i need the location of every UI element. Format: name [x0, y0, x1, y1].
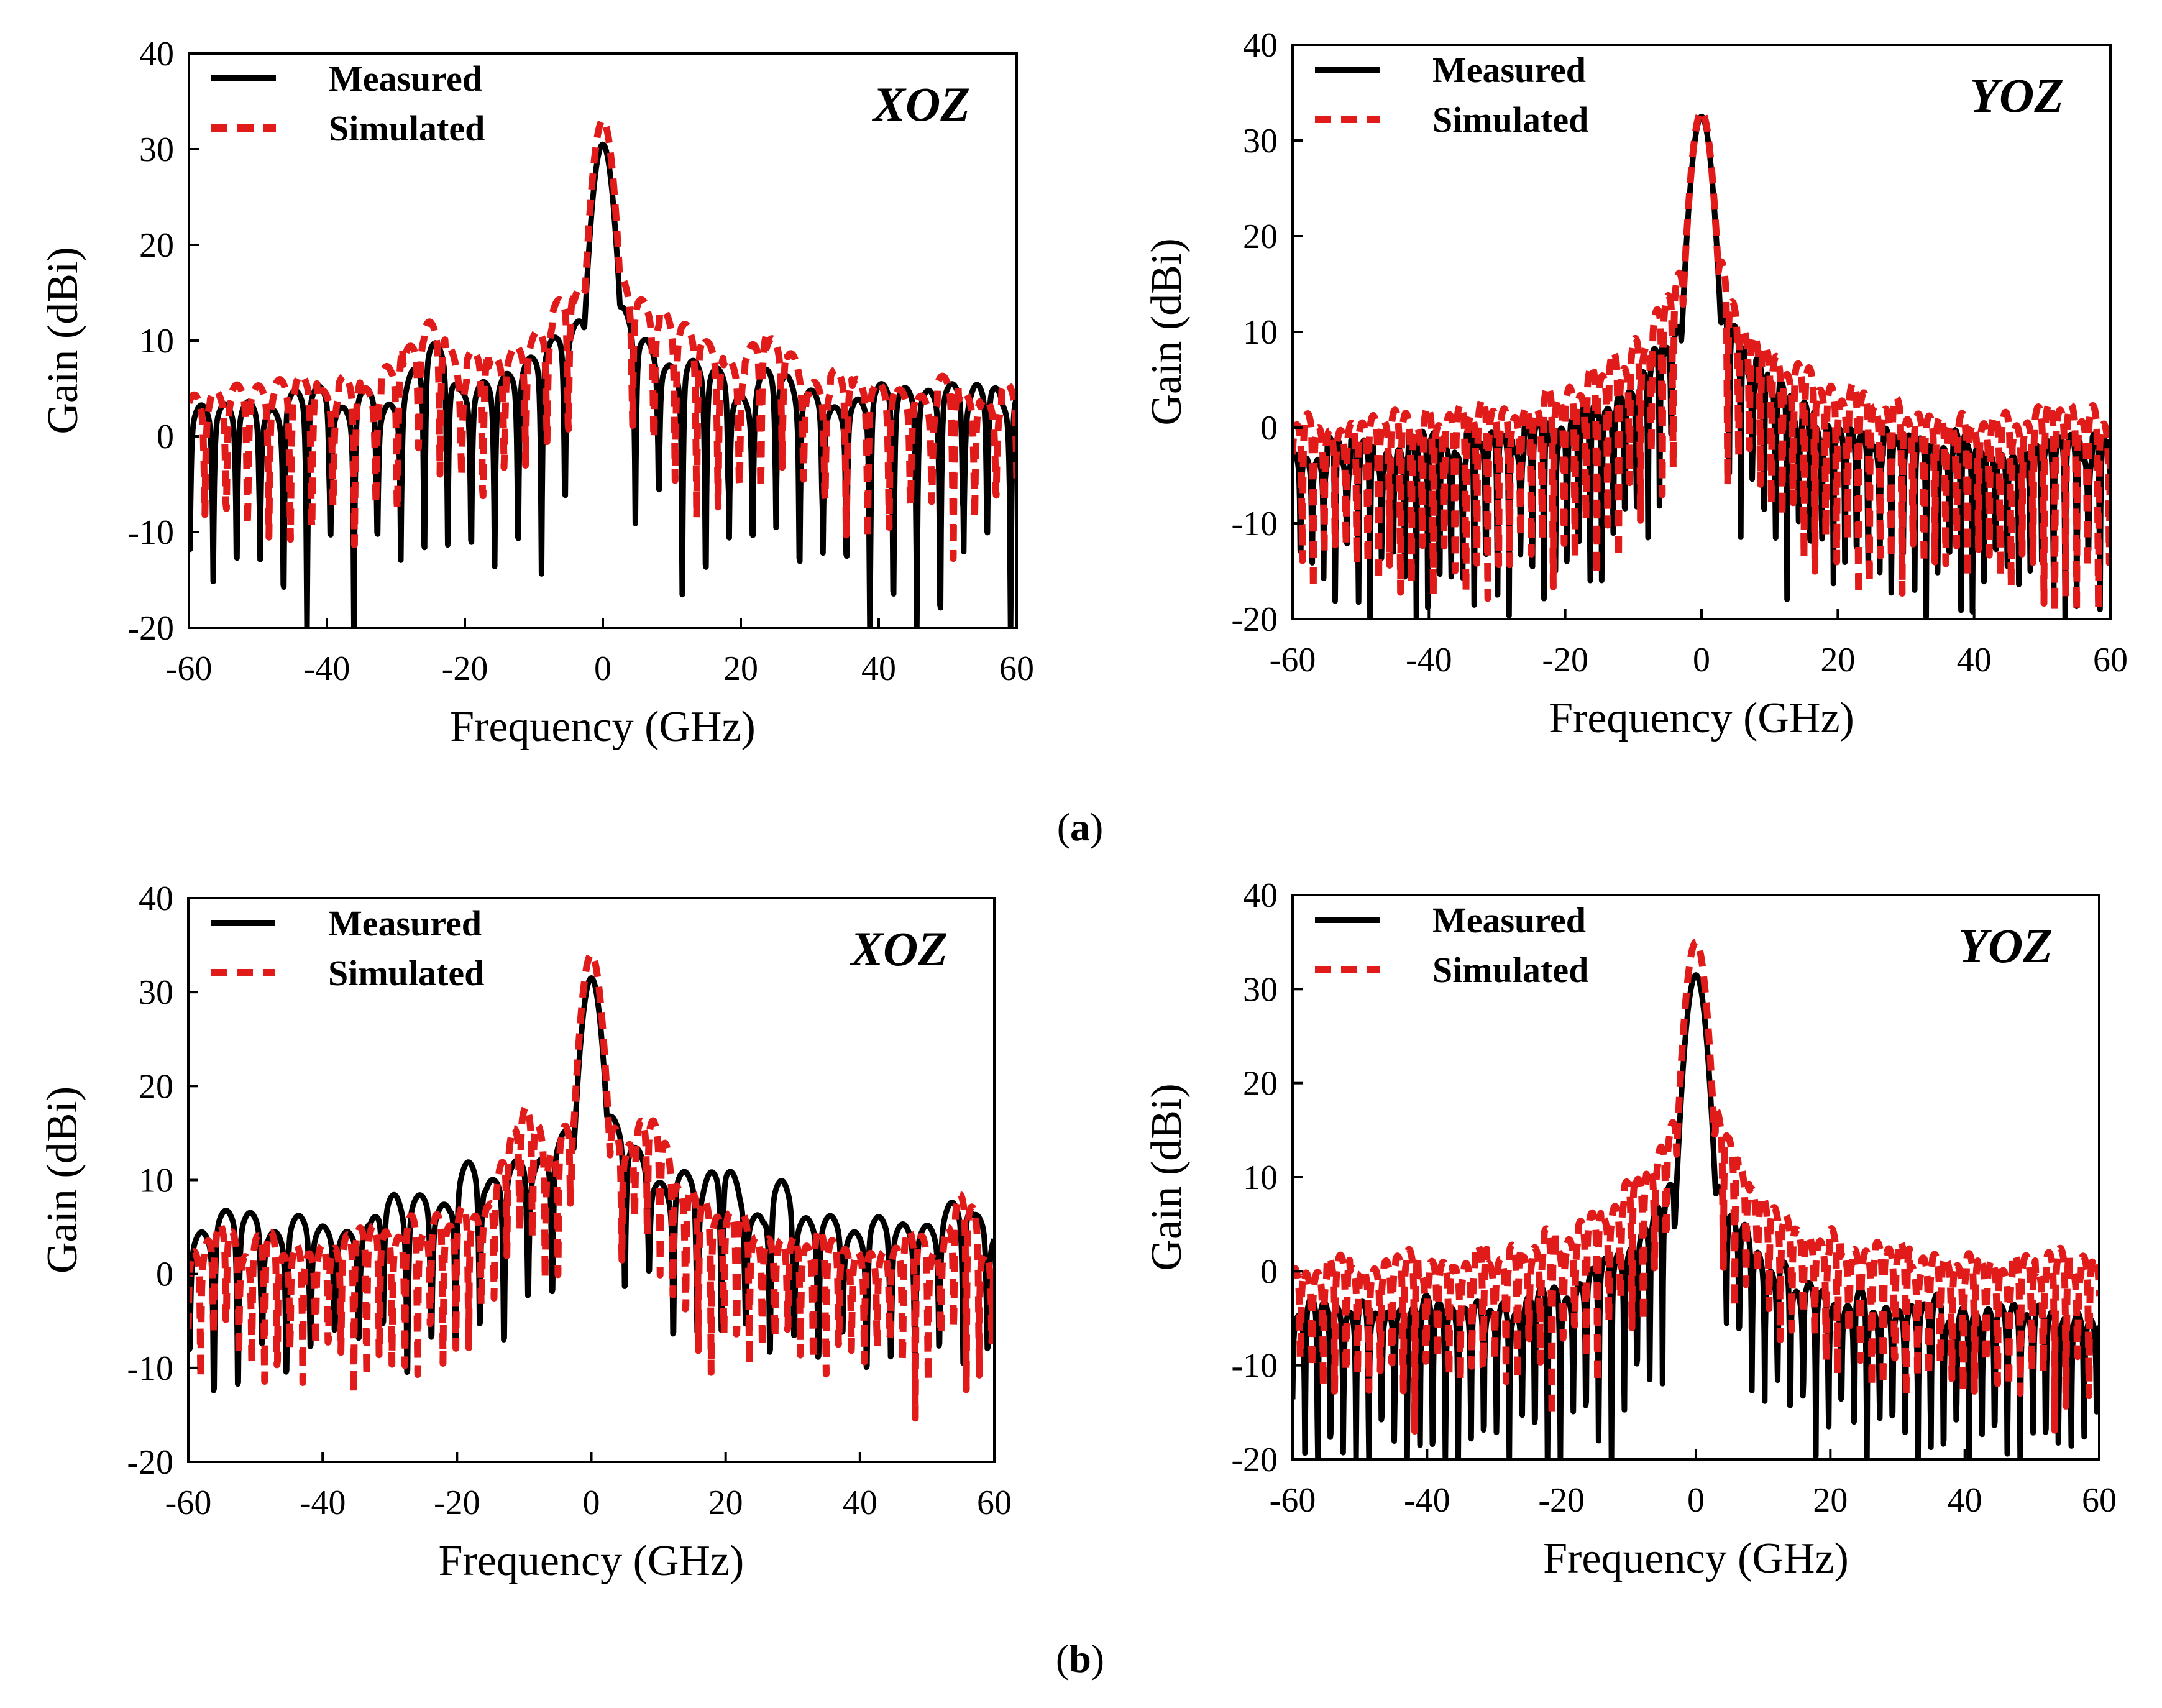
legend-label-simulated: Simulated: [1432, 950, 1588, 990]
series-line-simulated: [188, 951, 994, 1422]
x-axis-label: Frequency (GHz): [1549, 694, 1854, 742]
x-tick-label: -20: [442, 650, 488, 688]
y-tick-label: 10: [139, 322, 174, 360]
series-line-measured: [188, 975, 994, 1393]
legend-label-measured: Measured: [1432, 900, 1586, 940]
y-tick-label: 30: [1243, 122, 1278, 160]
x-tick-label: 20: [708, 1484, 743, 1522]
x-tick-label: -40: [300, 1484, 346, 1522]
x-tick-label: -20: [434, 1484, 480, 1522]
x-tick-label: 60: [2082, 1481, 2117, 1520]
y-tick-label: 40: [1243, 26, 1278, 65]
caption-a: (a): [1057, 805, 1104, 849]
y-tick-label: -10: [127, 513, 174, 552]
legend-label-measured: Measured: [328, 903, 482, 944]
series-line-measured: [1293, 972, 2099, 1459]
legend-label-simulated: Simulated: [1432, 99, 1588, 140]
plane-label: XOZ: [872, 77, 970, 131]
legend-label-simulated: Simulated: [329, 108, 485, 149]
y-tick-label: 20: [1243, 218, 1278, 256]
series-line-measured: [189, 141, 1017, 628]
caption-b: (b): [1056, 1637, 1104, 1681]
y-tick-label: -20: [127, 1443, 173, 1482]
y-tick-label: 20: [139, 1067, 173, 1106]
x-tick-label: -40: [304, 650, 350, 688]
chart-panel-a-left: -60 -40 -20 0 20 40 60 -20 -10 0 10 20 30 40 Frequency…: [39, 35, 1034, 751]
y-axis-label: Gain (dBi): [39, 247, 87, 434]
x-tick-label: -20: [1542, 641, 1588, 679]
x-axis-label: Frequency (GHz): [439, 1537, 744, 1585]
x-tick-label: -60: [1270, 1481, 1316, 1520]
x-axis-label: Frequency (GHz): [1543, 1535, 1849, 1582]
x-tick-label: 20: [1813, 1481, 1848, 1520]
x-tick-label: 40: [861, 650, 896, 688]
x-axis-label: Frequency (GHz): [450, 703, 756, 751]
y-tick-label: -20: [1231, 1441, 1278, 1479]
y-tick-label: 10: [1243, 1159, 1278, 1197]
series-line-simulated: [1293, 939, 2099, 1435]
x-tick-label: 60: [999, 650, 1034, 688]
y-tick-label: 0: [156, 1256, 173, 1294]
x-tick-label: -60: [1270, 641, 1316, 679]
legend-label-measured: Measured: [1432, 50, 1586, 90]
x-tick-label: 60: [2093, 641, 2128, 679]
x-tick-label: -60: [165, 1484, 212, 1522]
y-tick-label: -10: [1231, 505, 1278, 543]
chart-panel-b-right: -60 -40 -20 0 20 40 60 -20 -10 0 10 20 30 40 Frequency…: [1143, 876, 2117, 1582]
y-axis-label: Gain (dBi): [1143, 1083, 1191, 1270]
y-axis-label: Gain (dBi): [39, 1086, 86, 1274]
y-tick-label: 20: [139, 226, 174, 265]
y-tick-label: -10: [127, 1349, 173, 1388]
x-tick-label: -20: [1538, 1481, 1585, 1520]
legend-label-measured: Measured: [329, 58, 482, 99]
plane-label: YOZ: [1958, 919, 2053, 973]
series-line-measured: [1293, 114, 2110, 619]
x-tick-label: 60: [977, 1484, 1012, 1522]
y-tick-label: 0: [1260, 1252, 1278, 1291]
x-tick-label: 40: [1948, 1481, 1982, 1520]
y-tick-label: 0: [1260, 409, 1278, 448]
y-tick-label: 30: [139, 131, 174, 169]
y-tick-label: 10: [139, 1162, 173, 1200]
x-tick-label: 20: [1820, 641, 1855, 679]
series-line-simulated: [189, 117, 1017, 562]
y-tick-label: 40: [139, 35, 174, 73]
x-tick-label: -40: [1404, 1481, 1450, 1520]
x-tick-label: 40: [1957, 641, 1992, 679]
x-tick-label: 0: [583, 1484, 600, 1522]
x-tick-label: -60: [166, 650, 213, 688]
y-tick-label: 20: [1243, 1065, 1278, 1103]
x-tick-label: 0: [1687, 1481, 1705, 1520]
x-tick-label: 40: [843, 1484, 877, 1522]
y-tick-label: 30: [1243, 970, 1278, 1009]
chart-panel-b-left: -60 -40 -20 0 20 40 60 -20 -10 0 10 20 30 40 Frequency…: [39, 879, 1012, 1585]
y-tick-label: 0: [157, 418, 174, 456]
y-axis-label: Gain (dBi): [1143, 238, 1191, 425]
x-tick-label: 0: [594, 650, 611, 688]
y-tick-label: -20: [1231, 600, 1278, 639]
chart-panel-a-right: -60 -40 -20 0 20 40 60 -20 -10 0 10 20 30 40 Frequency…: [1143, 26, 2128, 742]
y-tick-label: -10: [1231, 1347, 1278, 1385]
plane-label: YOZ: [1969, 68, 2064, 122]
legend-label-simulated: Simulated: [328, 953, 484, 993]
x-tick-label: -40: [1406, 641, 1452, 679]
x-tick-label: 20: [723, 650, 758, 688]
y-tick-label: -20: [127, 609, 174, 648]
x-tick-label: 0: [1693, 641, 1710, 679]
y-tick-label: 30: [139, 973, 173, 1012]
plane-label: XOZ: [850, 922, 948, 976]
y-tick-label: 40: [139, 879, 173, 918]
y-tick-label: 40: [1243, 876, 1278, 915]
y-tick-label: 10: [1243, 313, 1278, 352]
